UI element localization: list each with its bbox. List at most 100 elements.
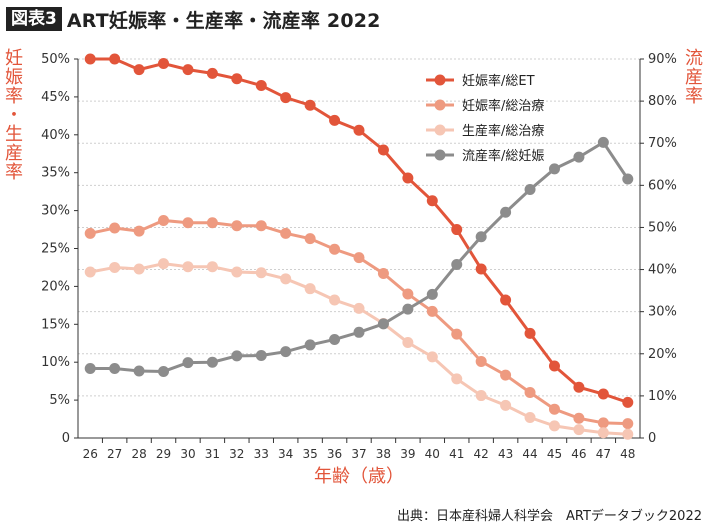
data-point xyxy=(133,64,145,76)
data-point xyxy=(451,259,463,271)
legend-swatch-marker xyxy=(434,124,446,136)
series-line xyxy=(89,262,628,436)
data-point xyxy=(206,217,218,229)
figure-header: 図表3 ART妊娠率・生産率・流産率 2022 xyxy=(6,6,381,32)
y-left-tick-label: 10% xyxy=(41,355,70,370)
data-point xyxy=(573,424,585,436)
data-point xyxy=(329,114,341,126)
y-right-tick-label: 60% xyxy=(648,178,677,193)
data-point xyxy=(133,225,145,237)
data-point xyxy=(84,227,96,239)
data-point xyxy=(84,363,96,375)
x-tick-label: 44 xyxy=(522,447,537,461)
data-point xyxy=(231,266,243,278)
data-point xyxy=(548,360,560,372)
x-tick-label: 29 xyxy=(156,447,171,461)
y-left-tick-label: 35% xyxy=(41,166,70,181)
x-axis-ticks: 26 27 28 29 30 31 32 33 34 35 36 37 38 39 40 41 42 43 44 45… xyxy=(83,438,635,461)
data-point xyxy=(329,333,341,345)
x-tick-label: 33 xyxy=(254,447,269,461)
x-tick-label: 48 xyxy=(620,447,635,461)
x-tick-label: 39 xyxy=(400,447,415,461)
x-tick-label: 35 xyxy=(302,447,317,461)
data-point xyxy=(500,294,512,306)
data-point xyxy=(475,263,487,275)
data-point xyxy=(622,396,634,408)
data-point xyxy=(500,399,512,411)
legend-item: 生産率/総治療 xyxy=(426,123,544,139)
data-point xyxy=(84,53,96,65)
axis-label-char: 率 xyxy=(5,86,23,107)
data-point xyxy=(280,273,292,285)
data-point xyxy=(255,349,267,361)
y-left-tick-label: 30% xyxy=(41,204,70,219)
data-point xyxy=(255,80,267,92)
data-point xyxy=(206,67,218,79)
x-tick-label: 40 xyxy=(425,447,440,461)
source-note: 出典：日本産科婦人科学会 ARTデータブック2022 xyxy=(396,509,702,524)
data-point xyxy=(231,220,243,232)
data-point xyxy=(304,99,316,111)
data-point xyxy=(231,73,243,85)
y-right-tick-label: 30% xyxy=(648,305,677,320)
x-tick-label: 47 xyxy=(596,447,611,461)
x-tick-label: 34 xyxy=(278,447,293,461)
data-point xyxy=(524,327,536,339)
data-point xyxy=(353,302,365,314)
data-point xyxy=(500,206,512,218)
data-point xyxy=(109,53,121,65)
data-point xyxy=(206,261,218,273)
x-tick-label: 41 xyxy=(449,447,464,461)
data-point xyxy=(524,412,536,424)
x-tick-label: 45 xyxy=(547,447,562,461)
data-point xyxy=(133,263,145,275)
y-left-tick-label: 45% xyxy=(41,90,70,105)
data-point xyxy=(597,427,609,439)
y-right-tick-label: 10% xyxy=(648,389,677,404)
data-point xyxy=(280,227,292,239)
data-point xyxy=(353,124,365,136)
y-left-tick-label: 20% xyxy=(41,279,70,294)
data-point xyxy=(109,261,121,273)
data-point xyxy=(451,224,463,236)
y-axis-right-ticks: 0 10% 20% 30% 40% 50% 60% 70% 80% 90% xyxy=(640,52,677,446)
x-tick-label: 31 xyxy=(205,447,220,461)
y-left-tick-label: 50% xyxy=(41,52,70,67)
data-point xyxy=(158,214,170,226)
x-axis-label: 年齢（歳） xyxy=(314,466,404,487)
data-point xyxy=(329,243,341,255)
legend-label: 流産率/総妊娠 xyxy=(462,148,544,164)
data-point xyxy=(182,64,194,76)
data-point xyxy=(206,356,218,368)
data-point xyxy=(426,195,438,207)
legend-item: 妊娠率/総治療 xyxy=(426,98,544,114)
data-point xyxy=(280,92,292,104)
data-point xyxy=(622,173,634,185)
x-tick-label: 36 xyxy=(327,447,342,461)
axis-label-char: 産 xyxy=(685,67,703,88)
x-tick-label: 32 xyxy=(229,447,244,461)
axis-label-char: ・ xyxy=(5,105,23,126)
data-point xyxy=(548,403,560,415)
data-point xyxy=(573,381,585,393)
y-axis-left-ticks: 0 5% 10% 15% 20% 25% 30% 35% 40% 45% 50% xyxy=(41,52,78,446)
y-left-tick-label: 40% xyxy=(41,128,70,143)
data-point xyxy=(280,346,292,358)
axis-label-char: 娠 xyxy=(5,67,23,88)
data-point xyxy=(475,390,487,402)
y-left-tick-label: 5% xyxy=(49,393,70,408)
data-point xyxy=(402,303,414,315)
data-point xyxy=(304,233,316,245)
data-point xyxy=(622,428,634,440)
legend-label: 妊娠率/総ET xyxy=(462,73,535,89)
data-point xyxy=(622,418,634,430)
y-right-tick-label: 20% xyxy=(648,347,677,362)
axis-label-char: 率 xyxy=(685,86,703,107)
data-point xyxy=(402,336,414,348)
axis-label-char: 妊 xyxy=(5,48,23,69)
figure-badge: 図表3 xyxy=(6,7,62,31)
y-right-tick-label: 70% xyxy=(648,136,677,151)
data-point xyxy=(500,369,512,381)
axes xyxy=(77,59,641,439)
grid-lines xyxy=(78,58,640,397)
